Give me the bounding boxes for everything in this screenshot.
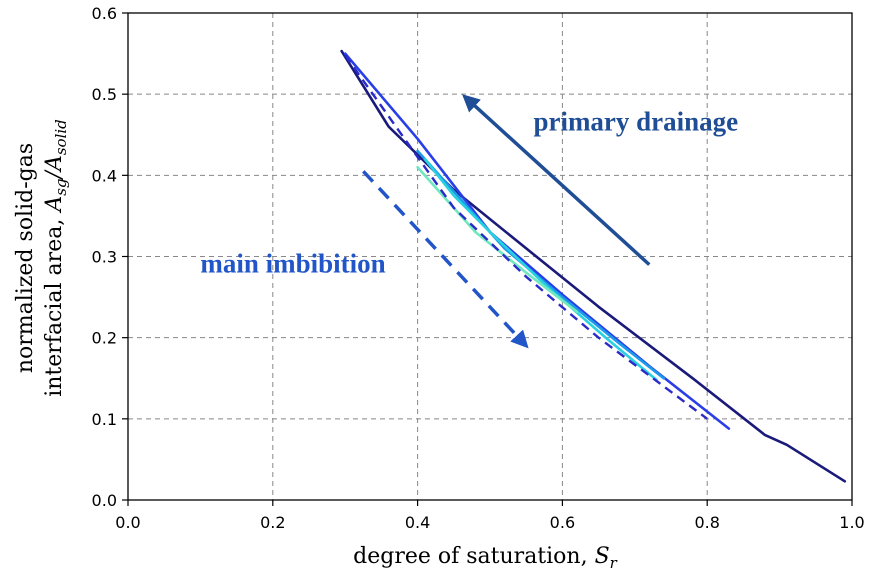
annotation-main-imbibition: main imbibition [200, 249, 385, 279]
x-tick-label: 0.4 [405, 513, 430, 532]
y-axis-label: normalized solid-gas interfacial area, A… [13, 119, 70, 397]
grid [128, 13, 852, 500]
y-tick-label: 0.0 [92, 491, 117, 510]
y-tick-label: 0.3 [92, 248, 117, 267]
x-axis-label: degree of saturation, Sr [353, 544, 618, 572]
y-tick-label: 0.1 [92, 410, 117, 429]
series-group [340, 49, 847, 483]
x-tick-label: 0.0 [115, 513, 140, 532]
x-tick-label: 0.2 [260, 513, 285, 532]
main-imbibition-arrow [362, 170, 529, 349]
arrows-group [362, 94, 651, 349]
annotation-primary-drainage: primary drainage [533, 107, 738, 137]
ticks: 0.0 0.2 0.4 0.6 0.8 1.0 0.0 0.1 0.2 0.3 0.4 0.5 0.6 [92, 4, 865, 532]
y-tick-label: 0.2 [92, 329, 117, 348]
series-line-3 [423, 157, 658, 382]
series-line-5 [344, 54, 708, 420]
x-tick-label: 0.8 [694, 513, 719, 532]
y-tick-label: 0.6 [92, 4, 117, 23]
primary-drainage-arrow [462, 94, 651, 266]
y-axis-label-line1: normalized solid-gas [13, 143, 38, 373]
x-tick-label: 0.6 [550, 513, 575, 532]
x-tick-label: 1.0 [839, 513, 864, 532]
series-line-4 [416, 165, 579, 314]
y-axis-label-line2: interfacial area, Asg/Asolid [42, 119, 70, 397]
y-tick-label: 0.4 [92, 166, 117, 185]
y-tick-label: 0.5 [92, 85, 117, 104]
